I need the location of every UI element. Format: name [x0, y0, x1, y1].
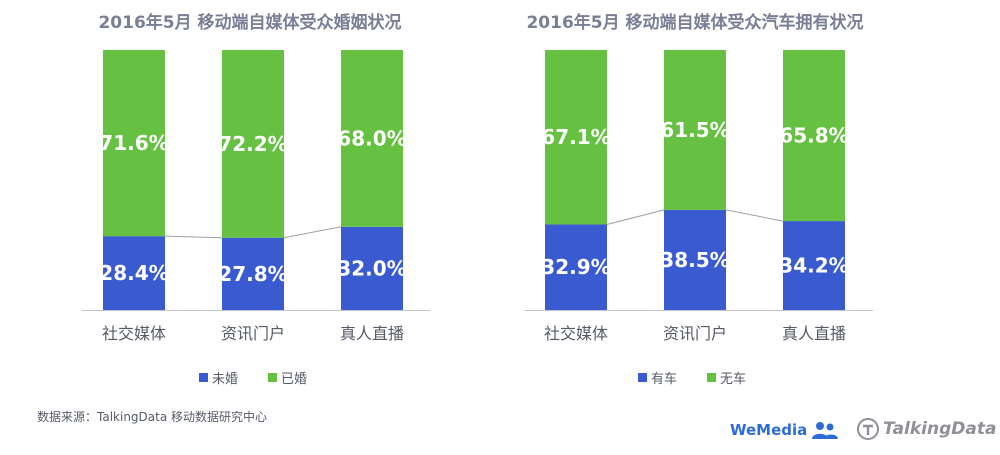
- chart-title-car: 2016年5月 移动端自媒体受众汽车拥有状况: [526, 13, 864, 33]
- data-label-car-0-0: 32.9%: [541, 255, 610, 279]
- chart-title-marriage: 2016年5月 移动端自媒体受众婚姻状况: [98, 13, 402, 33]
- bar-marriage-1-0[interactable]: [103, 50, 165, 237]
- bar-marriage-1-2[interactable]: [341, 50, 403, 227]
- bar-car-0-0[interactable]: [545, 224, 607, 310]
- legend-item-married[interactable]: 已婚: [268, 368, 307, 387]
- data-label-marriage-0-2: 32.0%: [337, 256, 406, 280]
- legend-swatch-unmarried: [199, 373, 208, 382]
- bar-car-0-2[interactable]: [783, 221, 845, 310]
- legend-item-unmarried[interactable]: 未婚: [199, 368, 238, 387]
- data-label-marriage-1-2: 68.0%: [337, 126, 406, 150]
- talkingdata-icon: [857, 418, 879, 440]
- data-label-marriage-1-1: 72.2%: [218, 132, 287, 156]
- category-label-marriage-2: 真人直播: [340, 324, 404, 343]
- bar-car-1-1[interactable]: [664, 50, 726, 210]
- source-note: 数据来源：TalkingData 移动数据研究中心: [37, 410, 268, 424]
- category-label-marriage-1: 资讯门户: [221, 324, 285, 343]
- bar-car-1-2[interactable]: [783, 50, 845, 222]
- legend-swatch-no-car: [707, 373, 717, 382]
- data-label-car-1-0: 67.1%: [541, 125, 610, 149]
- legend-swatch-has-car: [638, 373, 647, 382]
- talkingdata-logo: TalkingData: [857, 418, 996, 440]
- data-label-marriage-1-0: 71.6%: [99, 131, 168, 155]
- category-label-car-1: 资讯门户: [663, 324, 727, 343]
- category-label-car-0: 社交媒体: [544, 324, 608, 343]
- bar-marriage-1-1[interactable]: [222, 50, 284, 238]
- data-label-marriage-0-0: 28.4%: [99, 261, 168, 285]
- data-label-car-1-1: 61.5%: [660, 118, 729, 142]
- data-label-marriage-0-1: 27.8%: [218, 262, 287, 286]
- legend-label-unmarried: 未婚: [212, 372, 239, 387]
- legend-item-no-car[interactable]: 无车: [707, 368, 746, 387]
- bar-car-0-1[interactable]: [664, 209, 726, 310]
- legend-car: 有车 无车: [638, 368, 746, 387]
- legend-swatch-married: [268, 373, 278, 382]
- bar-marriage-0-2[interactable]: [341, 226, 403, 310]
- legend-marriage: 未婚 已婚: [199, 368, 307, 387]
- connector-line-marriage-1: [283, 226, 342, 239]
- data-label-car-0-1: 38.5%: [660, 248, 729, 272]
- wemedia-logo: WeMedia: [730, 420, 839, 440]
- connector-line-car-1: [725, 209, 784, 222]
- talkingdata-logo-text: TalkingData: [883, 419, 997, 439]
- connector-line-marriage-0: [164, 235, 223, 239]
- bar-marriage-0-0[interactable]: [103, 236, 165, 310]
- category-label-marriage-0: 社交媒体: [102, 324, 166, 343]
- bar-marriage-0-1[interactable]: [222, 237, 284, 310]
- legend-label-no-car: 无车: [720, 372, 747, 387]
- legend-item-has-car[interactable]: 有车: [638, 368, 677, 387]
- category-label-car-2: 真人直播: [782, 324, 846, 343]
- legend-label-married: 已婚: [281, 372, 308, 387]
- wemedia-logo-text: WeMedia: [730, 421, 808, 439]
- data-label-car-1-2: 65.8%: [779, 124, 848, 148]
- data-label-car-0-2: 34.2%: [779, 254, 848, 278]
- connector-line-car-0: [606, 209, 665, 225]
- bar-car-1-0[interactable]: [545, 50, 607, 225]
- people-icon: [812, 422, 839, 439]
- legend-label-has-car: 有车: [651, 372, 678, 387]
